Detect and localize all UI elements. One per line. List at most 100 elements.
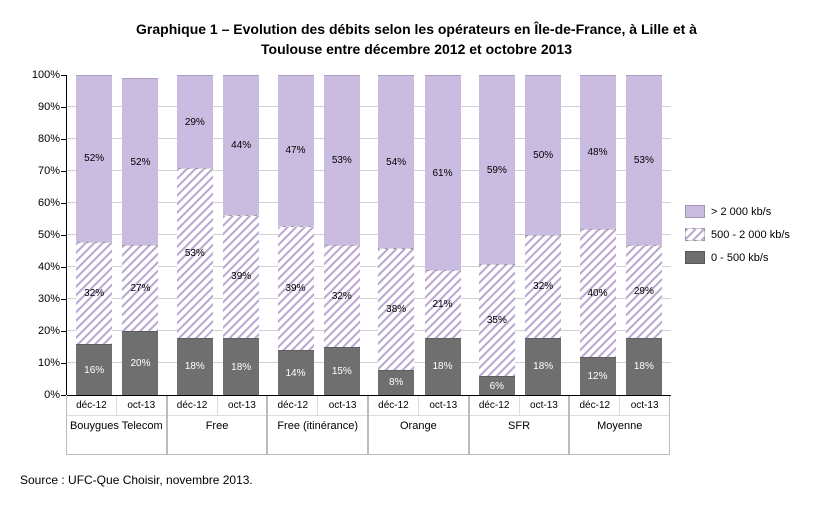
plot-area: 16%32%52%20%27%52%18%53%29%18%39%44%14%3…: [67, 75, 671, 396]
x-group: déc-12oct-13Orange: [368, 396, 469, 455]
legend-label-high: > 2 000 kb/s: [711, 206, 771, 218]
bar-segment-mid: 29%: [626, 245, 662, 338]
x-periods: déc-12oct-13: [67, 396, 166, 415]
y-tick: 40%: [20, 261, 60, 273]
title-line-2: Toulouse entre décembre 2012 et octobre …: [261, 41, 572, 57]
bar-group: 18%53%29%18%39%44%: [168, 75, 269, 395]
x-period-label: oct-13: [419, 396, 468, 415]
bar: 15%32%53%: [324, 75, 360, 395]
bar-segment-low: 18%: [525, 338, 561, 396]
x-periods: déc-12oct-13: [470, 396, 569, 415]
chart-title: Graphique 1 – Evolution des débits selon…: [20, 20, 813, 59]
x-period-label: déc-12: [67, 396, 117, 415]
legend-label-low: 0 - 500 kb/s: [711, 252, 768, 264]
bar: 14%39%47%: [278, 75, 314, 395]
x-group: déc-12oct-13SFR: [469, 396, 570, 455]
legend-swatch-high: [685, 205, 705, 218]
y-tick: 80%: [20, 133, 60, 145]
legend-swatch-mid: [685, 228, 705, 241]
bar-segment-low: 18%: [626, 338, 662, 396]
bar-segment-mid: 32%: [76, 242, 112, 344]
bar-segment-high: 44%: [223, 75, 259, 214]
x-period-label: déc-12: [369, 396, 419, 415]
plot-row: 0%10%20%30%40%50%60%70%80%90%100% 16%32%…: [20, 75, 671, 396]
bar-segment-mid: 53%: [177, 168, 213, 338]
bar-segment-mid: 27%: [122, 245, 158, 331]
bar-segment-mid: 39%: [223, 215, 259, 339]
y-tick: 10%: [20, 357, 60, 369]
legend-item-high: > 2 000 kb/s: [685, 205, 790, 218]
bar: 16%32%52%: [76, 75, 112, 395]
x-group: déc-12oct-13Free: [167, 396, 268, 455]
x-periods: déc-12oct-13: [268, 396, 367, 415]
bar-segment-high: 52%: [122, 78, 158, 244]
x-operator-label: Free: [168, 415, 267, 454]
x-group: déc-12oct-13Bouygues Telecom: [66, 396, 167, 455]
bar: 20%27%52%: [122, 75, 158, 395]
legend-item-mid: 500 - 2 000 kb/s: [685, 228, 790, 241]
bar-segment-low: 12%: [580, 357, 616, 395]
bar-segment-mid: 32%: [525, 235, 561, 337]
bar-group: 12%40%48% 18%29%53%: [570, 75, 671, 395]
bar-segment-high: 59%: [479, 75, 515, 264]
y-tick: 20%: [20, 325, 60, 337]
bar-group: 14%39%47% 15%32%53%: [268, 75, 369, 395]
bar: 18%32%50%: [525, 75, 561, 395]
x-period-label: déc-12: [268, 396, 318, 415]
x-operator-label: Moyenne: [570, 415, 669, 454]
x-period-label: déc-12: [168, 396, 218, 415]
bar-segment-mid: 40%: [580, 229, 616, 357]
y-tick: 70%: [20, 165, 60, 177]
x-operator-label: Free (itinérance): [268, 415, 367, 454]
bar-segment-low: 18%: [223, 338, 259, 395]
legend-swatch-low: [685, 251, 705, 264]
bar: 6%35%59%: [479, 75, 515, 395]
x-period-label: oct-13: [117, 396, 166, 415]
chart-main: 0%10%20%30%40%50%60%70%80%90%100% 16%32%…: [20, 75, 671, 455]
x-period-label: oct-13: [218, 396, 267, 415]
bar-segment-low: 15%: [324, 347, 360, 395]
x-periods: déc-12oct-13: [570, 396, 669, 415]
bar-segment-high: 54%: [378, 75, 414, 248]
y-tick: 50%: [20, 229, 60, 241]
bar-segment-high: 61%: [425, 75, 461, 270]
bar-segment-mid: 35%: [479, 264, 515, 376]
x-group: déc-12oct-13Moyenne: [569, 396, 670, 455]
bar-segment-high: 47%: [278, 75, 314, 225]
legend-item-low: 0 - 500 kb/s: [685, 251, 790, 264]
x-periods: déc-12oct-13: [168, 396, 267, 415]
bar: 18%39%44%: [223, 75, 259, 395]
bar-segment-mid: 32%: [324, 245, 360, 347]
bar-group: 8%38%54%18%21%61%: [369, 75, 470, 395]
x-period-label: déc-12: [570, 396, 620, 415]
bar-group: 16%32%52%20%27%52%: [67, 75, 168, 395]
x-period-label: déc-12: [470, 396, 520, 415]
bar-segment-mid: 21%: [425, 270, 461, 337]
bar: 18%53%29%: [177, 75, 213, 395]
bar-segment-high: 53%: [626, 75, 662, 245]
x-axis: déc-12oct-13Bouygues Telecomdéc-12oct-13…: [66, 396, 670, 455]
x-operator-label: Bouygues Telecom: [67, 415, 166, 454]
chart-container: Graphique 1 – Evolution des débits selon…: [20, 20, 813, 487]
x-period-label: oct-13: [520, 396, 569, 415]
legend: > 2 000 kb/s 500 - 2 000 kb/s 0 - 500 kb…: [685, 205, 790, 274]
bar: 18%29%53%: [626, 75, 662, 395]
bar-segment-low: 18%: [425, 338, 461, 396]
y-tick: 60%: [20, 197, 60, 209]
bar-segment-mid: 38%: [378, 248, 414, 370]
bar-segment-high: 50%: [525, 75, 561, 235]
y-tick: 0%: [20, 389, 60, 401]
y-tick: 90%: [20, 101, 60, 113]
title-line-1: Graphique 1 – Evolution des débits selon…: [136, 21, 697, 37]
bar-segment-low: 16%: [76, 344, 112, 395]
source-text: Source : UFC-Que Choisir, novembre 2013.: [20, 473, 813, 487]
bar: 12%40%48%: [580, 75, 616, 395]
bar-segment-low: 18%: [177, 338, 213, 396]
bar-group: 6%35%59% 18%32%50%: [470, 75, 571, 395]
x-periods: déc-12oct-13: [369, 396, 468, 415]
bar-segment-low: 14%: [278, 350, 314, 395]
x-operator-label: SFR: [470, 415, 569, 454]
bar-segment-high: 52%: [76, 75, 112, 241]
bar-segment-low: 20%: [122, 331, 158, 395]
bar-segment-high: 53%: [324, 75, 360, 245]
